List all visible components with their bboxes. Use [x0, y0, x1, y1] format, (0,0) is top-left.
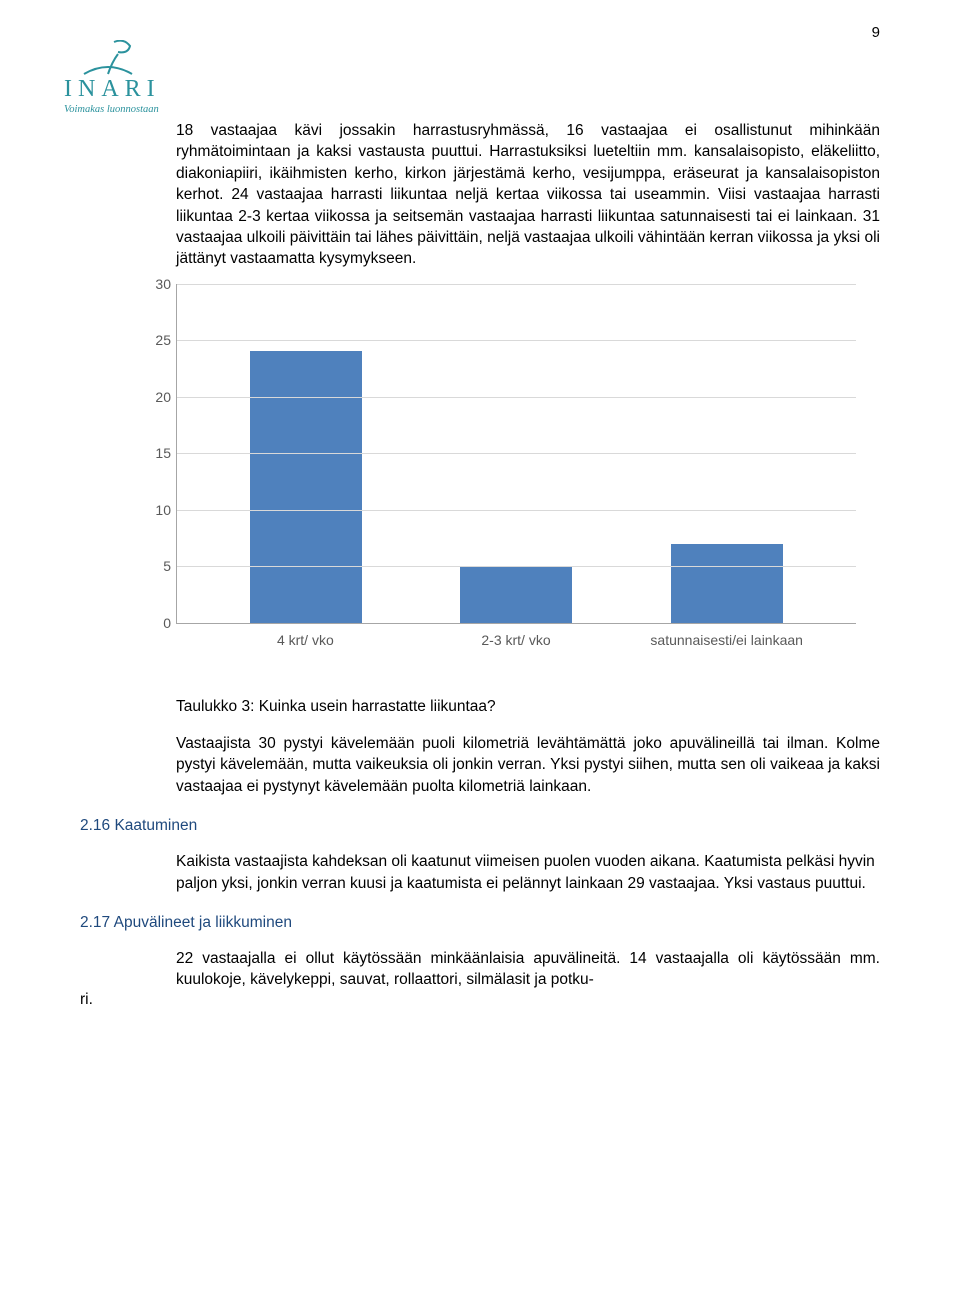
- y-tick-label: 20: [143, 389, 171, 405]
- paragraph-walking: Vastaajista 30 pystyi kävelemään puoli k…: [176, 733, 880, 797]
- chart-caption: Taulukko 3: Kuinka usein harrastatte lii…: [176, 696, 880, 717]
- logo-tagline: Voimakas luonnostaan: [64, 104, 194, 115]
- paragraph-1: 18 vastaajaa kävi jossakin harrastusryhm…: [176, 120, 880, 270]
- paragraph-kaatuminen: Kaikista vastaajista kahdeksan oli kaatu…: [176, 851, 880, 894]
- y-tick-label: 5: [143, 558, 171, 574]
- x-tick-label: 4 krt/ vko: [200, 632, 411, 648]
- heading-apuvalineet: 2.17 Apuvälineet ja liikkuminen: [80, 914, 880, 932]
- body-text: 18 vastaajaa kävi jossakin harrastusryhm…: [176, 120, 880, 270]
- chart-bar: [460, 566, 572, 623]
- y-tick-label: 15: [143, 445, 171, 461]
- y-tick-label: 10: [143, 502, 171, 518]
- frequency-chart: 051015202530 4 krt/ vko2-3 krt/ vkosatun…: [176, 284, 856, 648]
- y-tick-label: 30: [143, 276, 171, 292]
- paragraph-apuvalineet: 22 vastaajalla ei ollut käytössään minkä…: [176, 948, 880, 991]
- y-tick-label: 0: [143, 615, 171, 631]
- y-tick-label: 25: [143, 332, 171, 348]
- x-tick-label: satunnaisesti/ei lainkaan: [621, 632, 832, 648]
- chart-bar: [671, 544, 783, 623]
- svg-text:INARI: INARI: [64, 76, 161, 102]
- page-number: 9: [872, 24, 880, 41]
- inari-logo: INARI Voimakas luonnostaan: [64, 40, 194, 115]
- chart-bar: [250, 351, 362, 622]
- x-tick-label: 2-3 krt/ vko: [411, 632, 622, 648]
- heading-kaatuminen: 2.16 Kaatuminen: [80, 817, 880, 835]
- trailing-ri: ri.: [80, 991, 880, 1009]
